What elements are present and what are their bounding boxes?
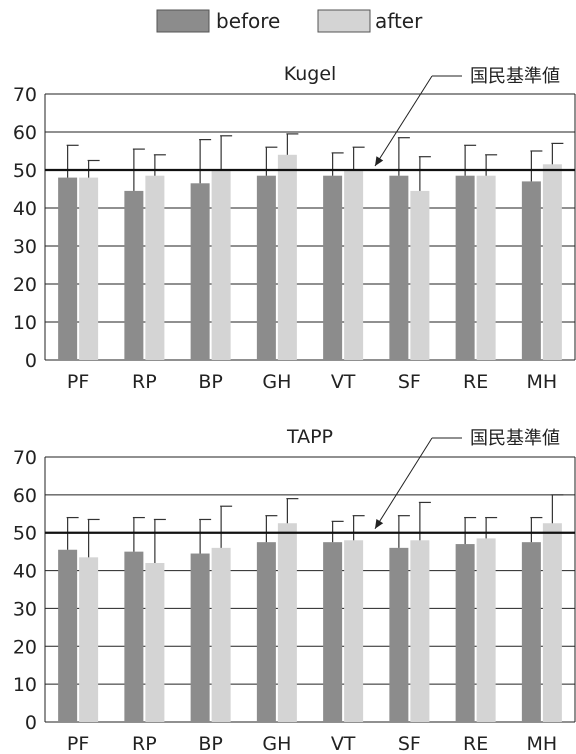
y-tick-label: 40: [13, 198, 37, 220]
bar-before: [58, 177, 78, 360]
callout-arrowhead: [375, 518, 384, 529]
bar-after: [211, 170, 231, 360]
x-tick-label: RP: [132, 733, 157, 754]
chart-panel-kugel: 0 10 20 30 40 50 60 70 Kugel PF RP BP GH VT SF RE MH 国民基準…: [13, 63, 576, 393]
x-tick-label: MH: [527, 371, 558, 393]
bar-after: [476, 175, 496, 360]
legend: before after: [156, 9, 423, 33]
bar-before: [58, 549, 78, 722]
y-tick-label: 20: [13, 636, 37, 658]
y-tick-label: 30: [13, 598, 37, 620]
y-tick-label: 0: [25, 712, 37, 734]
callout-arrowhead: [375, 156, 384, 166]
x-tick-label: BP: [198, 733, 223, 754]
y-tick-label: 70: [13, 447, 37, 469]
bar-after: [79, 557, 99, 722]
y-tick-label: 60: [13, 122, 37, 144]
x-tick-label: SF: [398, 371, 421, 393]
x-tick-label: MH: [527, 733, 558, 754]
bar-after: [542, 164, 562, 360]
legend-label-after: after: [375, 9, 423, 33]
bar-after: [410, 190, 430, 360]
y-tick-label: 30: [13, 236, 37, 258]
bar-after: [145, 563, 165, 722]
bar-after: [277, 523, 297, 722]
y-tick-label: 40: [13, 561, 37, 583]
bar-before: [124, 190, 144, 360]
callout-arrow-line: [374, 75, 433, 167]
bar-before: [455, 544, 475, 722]
bar-before: [455, 175, 475, 360]
callout-arrow-line: [374, 437, 433, 529]
legend-swatch-after: [317, 9, 371, 33]
bar-after: [211, 547, 231, 722]
bar-before: [323, 175, 343, 360]
legend-swatch-before: [156, 9, 210, 33]
reference-line-label: 国民基準値: [470, 66, 560, 87]
bar-after: [476, 538, 496, 722]
bar-before: [389, 547, 409, 722]
bar-before: [256, 542, 276, 722]
bar-after: [277, 154, 297, 360]
y-tick-label: 60: [13, 485, 37, 507]
bar-before: [521, 181, 541, 360]
bar-after: [344, 540, 364, 722]
y-tick-label: 50: [13, 160, 37, 182]
bar-after: [542, 523, 562, 722]
x-tick-label: PF: [67, 371, 89, 393]
legend-label-before: before: [216, 9, 280, 33]
bar-after: [79, 177, 99, 360]
y-tick-label: 50: [13, 523, 37, 545]
bar-before: [521, 542, 541, 722]
bar-after: [145, 175, 165, 360]
x-tick-label: SF: [398, 733, 421, 754]
bar-after: [344, 170, 364, 360]
x-tick-label: BP: [198, 371, 223, 393]
y-tick-label: 0: [25, 350, 37, 372]
x-tick-label: PF: [67, 733, 89, 754]
x-tick-label: GH: [262, 371, 291, 393]
x-tick-label: VT: [331, 371, 356, 393]
reference-line-label: 国民基準値: [470, 428, 560, 449]
bar-before: [256, 175, 276, 360]
x-tick-label: RP: [132, 371, 157, 393]
y-tick-label: 10: [13, 674, 37, 696]
chart-title: Kugel: [284, 63, 337, 85]
x-tick-label: RE: [463, 371, 488, 393]
y-tick-label: 10: [13, 312, 37, 334]
x-tick-label: GH: [262, 733, 291, 754]
y-tick-label: 70: [13, 84, 37, 106]
chart-panel-tapp: 0 10 20 30 40 50 60 70 TAPP PF RP BP GH VT SF RE MH 国民基準値: [13, 426, 576, 754]
chart-title: TAPP: [286, 426, 333, 448]
bar-after: [410, 540, 430, 722]
x-tick-label: RE: [463, 733, 488, 754]
bar-before: [323, 542, 343, 722]
x-tick-label: VT: [331, 733, 356, 754]
bar-before: [389, 175, 409, 360]
bar-before: [190, 183, 210, 360]
bar-before: [124, 551, 144, 722]
y-tick-label: 20: [13, 274, 37, 296]
bar-before: [190, 553, 210, 722]
